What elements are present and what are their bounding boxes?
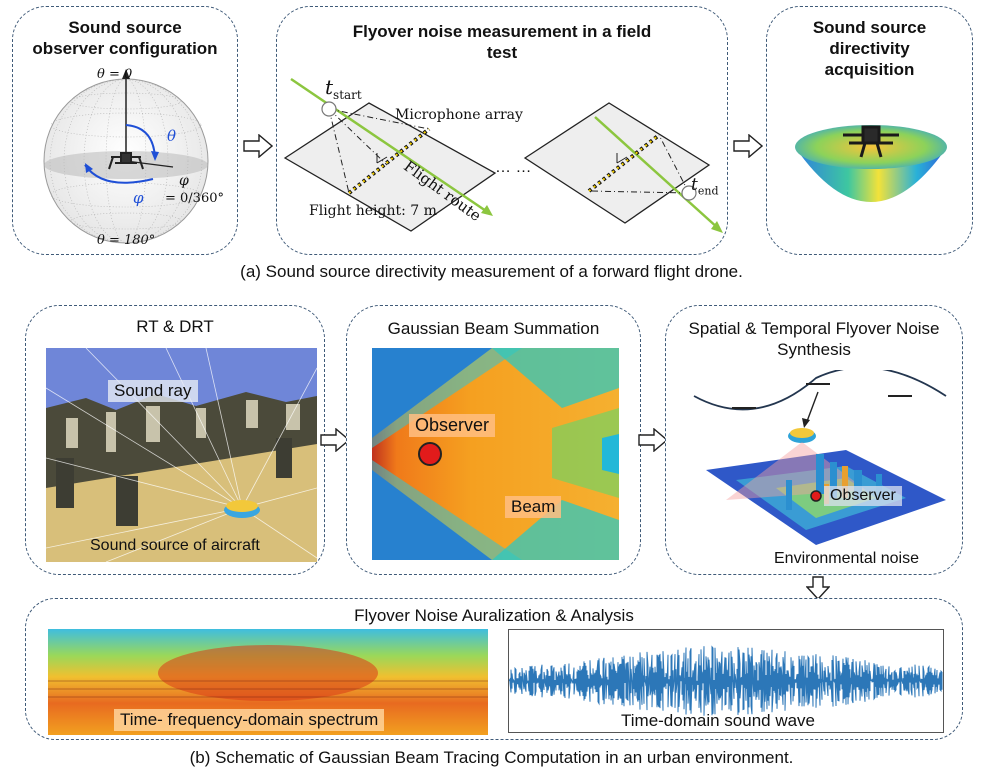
phi-symbol: φ (133, 189, 144, 207)
synthesis-title: Spatial & Temporal Flyover Noise Synthes… (688, 319, 940, 359)
t-start-subscript: start (333, 88, 362, 102)
directivity-title: Sound source directivity acquisition (812, 18, 927, 79)
spectrum-label: Time- frequency-domain spectrum (114, 709, 385, 731)
caption-a: (a) Sound source directivity measurement… (240, 262, 743, 281)
t-end-subscript: end (697, 184, 719, 198)
auralization-title: Flyover Noise Auralization & Analysis (354, 606, 634, 625)
flow-arrow-icon (243, 134, 273, 158)
t-end-symbol: t (691, 175, 698, 195)
environmental-noise-label: Environmental noise (774, 550, 919, 567)
caption-b: (b) Schematic of Gaussian Beam Tracing C… (189, 748, 794, 767)
sphere-diagram (43, 69, 209, 244)
gbs-observer-label: Observer (409, 414, 496, 437)
beam-label: Beam (505, 496, 562, 518)
sound-ray-label: Sound ray (108, 380, 198, 402)
phi-label: φ (179, 173, 189, 189)
theta-top-label: θ = 0 (97, 67, 133, 82)
theta-symbol: θ (167, 127, 177, 145)
sound-source-label: Sound source of aircraft (90, 537, 260, 554)
synthesis-observer-label: Observer (824, 486, 902, 506)
observer-config-panel: Sound source observer configuration (12, 6, 238, 255)
phi-range-label: = 0/360° (165, 191, 224, 206)
directivity-bowl (795, 125, 947, 202)
theta-bottom-label: θ = 180° (97, 233, 156, 248)
waveform-frame (508, 629, 944, 733)
microphone-array-label: Microphone array (395, 107, 523, 123)
waveform (509, 645, 943, 716)
wave-label: Time-domain sound wave (621, 711, 816, 730)
rt-drt-title: RT & DRT (136, 317, 214, 336)
flyover-title: Flyover noise measurement in a field tes… (352, 22, 652, 62)
observer-config-title: Sound source observer configuration (32, 18, 218, 58)
synthesis-scene (693, 370, 947, 545)
gbs-title: Gaussian Beam Summation (387, 319, 600, 338)
t-end-label: tend (691, 175, 718, 197)
flight-height-label: Flight height: 7 m (309, 203, 437, 219)
auralization-panel: Flyover Noise Auralization & Analysis Ti… (25, 598, 963, 740)
flow-arrow-icon (638, 428, 668, 452)
down-arrow-icon (806, 576, 830, 600)
flyover-panel: Flyover noise measurement in a field tes… (276, 6, 728, 255)
rt-drt-scene (46, 348, 317, 562)
rt-drt-panel: RT & DRT Sound ray Sound source of aircr… (25, 305, 325, 575)
t-start-symbol: t (325, 75, 334, 99)
directivity-panel: Sound source directivity acquisition (766, 6, 973, 255)
drone-icon (108, 152, 144, 170)
flow-arrow-icon (320, 428, 350, 452)
flow-arrow-icon (733, 134, 763, 158)
flyover-diagram (283, 77, 723, 233)
gbs-field (372, 348, 619, 560)
synthesis-panel: Spatial & Temporal Flyover Noise Synthes… (665, 305, 963, 575)
gbs-panel: Gaussian Beam Summation Observer Beam (346, 305, 641, 575)
ellipsis-label: … … (495, 159, 532, 176)
t-start-label: tstart (325, 75, 362, 102)
